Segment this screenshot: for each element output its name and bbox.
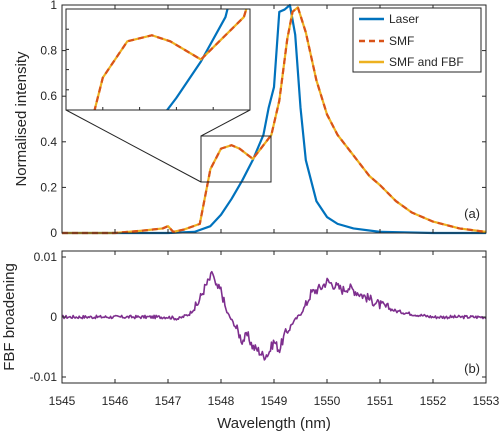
legend-label-smf: SMF (389, 34, 414, 48)
x-tick-label: 1548 (208, 394, 235, 408)
top-lines (62, 3, 487, 235)
zoom-region-box (200, 135, 272, 183)
legend-label-laser: Laser (389, 12, 419, 26)
top-y-tick-label: 0.8 (40, 44, 57, 58)
x-tick-label: 1545 (49, 394, 76, 408)
x-tick-label: 1550 (314, 394, 341, 408)
top-y-tick-label: 0.4 (40, 135, 57, 149)
inset-background (66, 9, 250, 110)
top-y-tick-label: 0 (50, 226, 57, 240)
x-axis-title: Wavelength (nm) (217, 415, 331, 432)
top-y-tick-label: 1 (50, 0, 57, 12)
bottom-ticks: 1545 1546 1547 1548 1549 1550 1551 1552 1553 0.01… (30, 250, 499, 408)
zoom-connector-bottom (65, 109, 202, 183)
bottom-y-tick-label: -0.01 (30, 370, 58, 384)
panel-top: 00.20.40.60.81 Normalised intensity (a) … (13, 0, 487, 240)
top-y-tick-label: 0.2 (40, 180, 57, 194)
top-y-tick-label: 0.6 (40, 89, 57, 103)
x-tick-label: 1552 (420, 394, 447, 408)
top-ticks: 0 0.2 0.4 0.6 0.8 1 (40, 0, 487, 240)
x-tick-label: 1547 (155, 394, 182, 408)
series-line-smf (62, 6, 487, 235)
legend: Laser SMF SMF and FBF (352, 7, 482, 73)
bottom-y-tick-label: 0 (50, 310, 57, 324)
bottom-y-axis-title: FBF broadening (1, 263, 18, 371)
inset-ticks (65, 8, 251, 111)
top-y-axis-title: Normalised intensity (13, 51, 30, 187)
series-line-fbf-broadening (61, 270, 487, 361)
series-line-laser (62, 3, 486, 235)
x-tick-label: 1553 (473, 394, 499, 408)
x-tick-label: 1549 (261, 394, 288, 408)
panel-label-b: (b) (464, 361, 480, 376)
x-tick-label: 1546 (102, 394, 129, 408)
bottom-y-tick-label: 0.01 (34, 250, 58, 264)
panel-bottom: 1545 1546 1547 1548 1549 1550 1551 1552 1553 0.01… (1, 250, 499, 432)
zoom-connector-top (200, 109, 251, 137)
panel-label-a: (a) (464, 206, 480, 221)
x-tick-label: 1551 (367, 394, 394, 408)
inset (65, 8, 251, 111)
legend-label-smf-fbf: SMF and FBF (389, 55, 464, 69)
bottom-lines (61, 270, 487, 361)
inset-frame (65, 8, 251, 111)
